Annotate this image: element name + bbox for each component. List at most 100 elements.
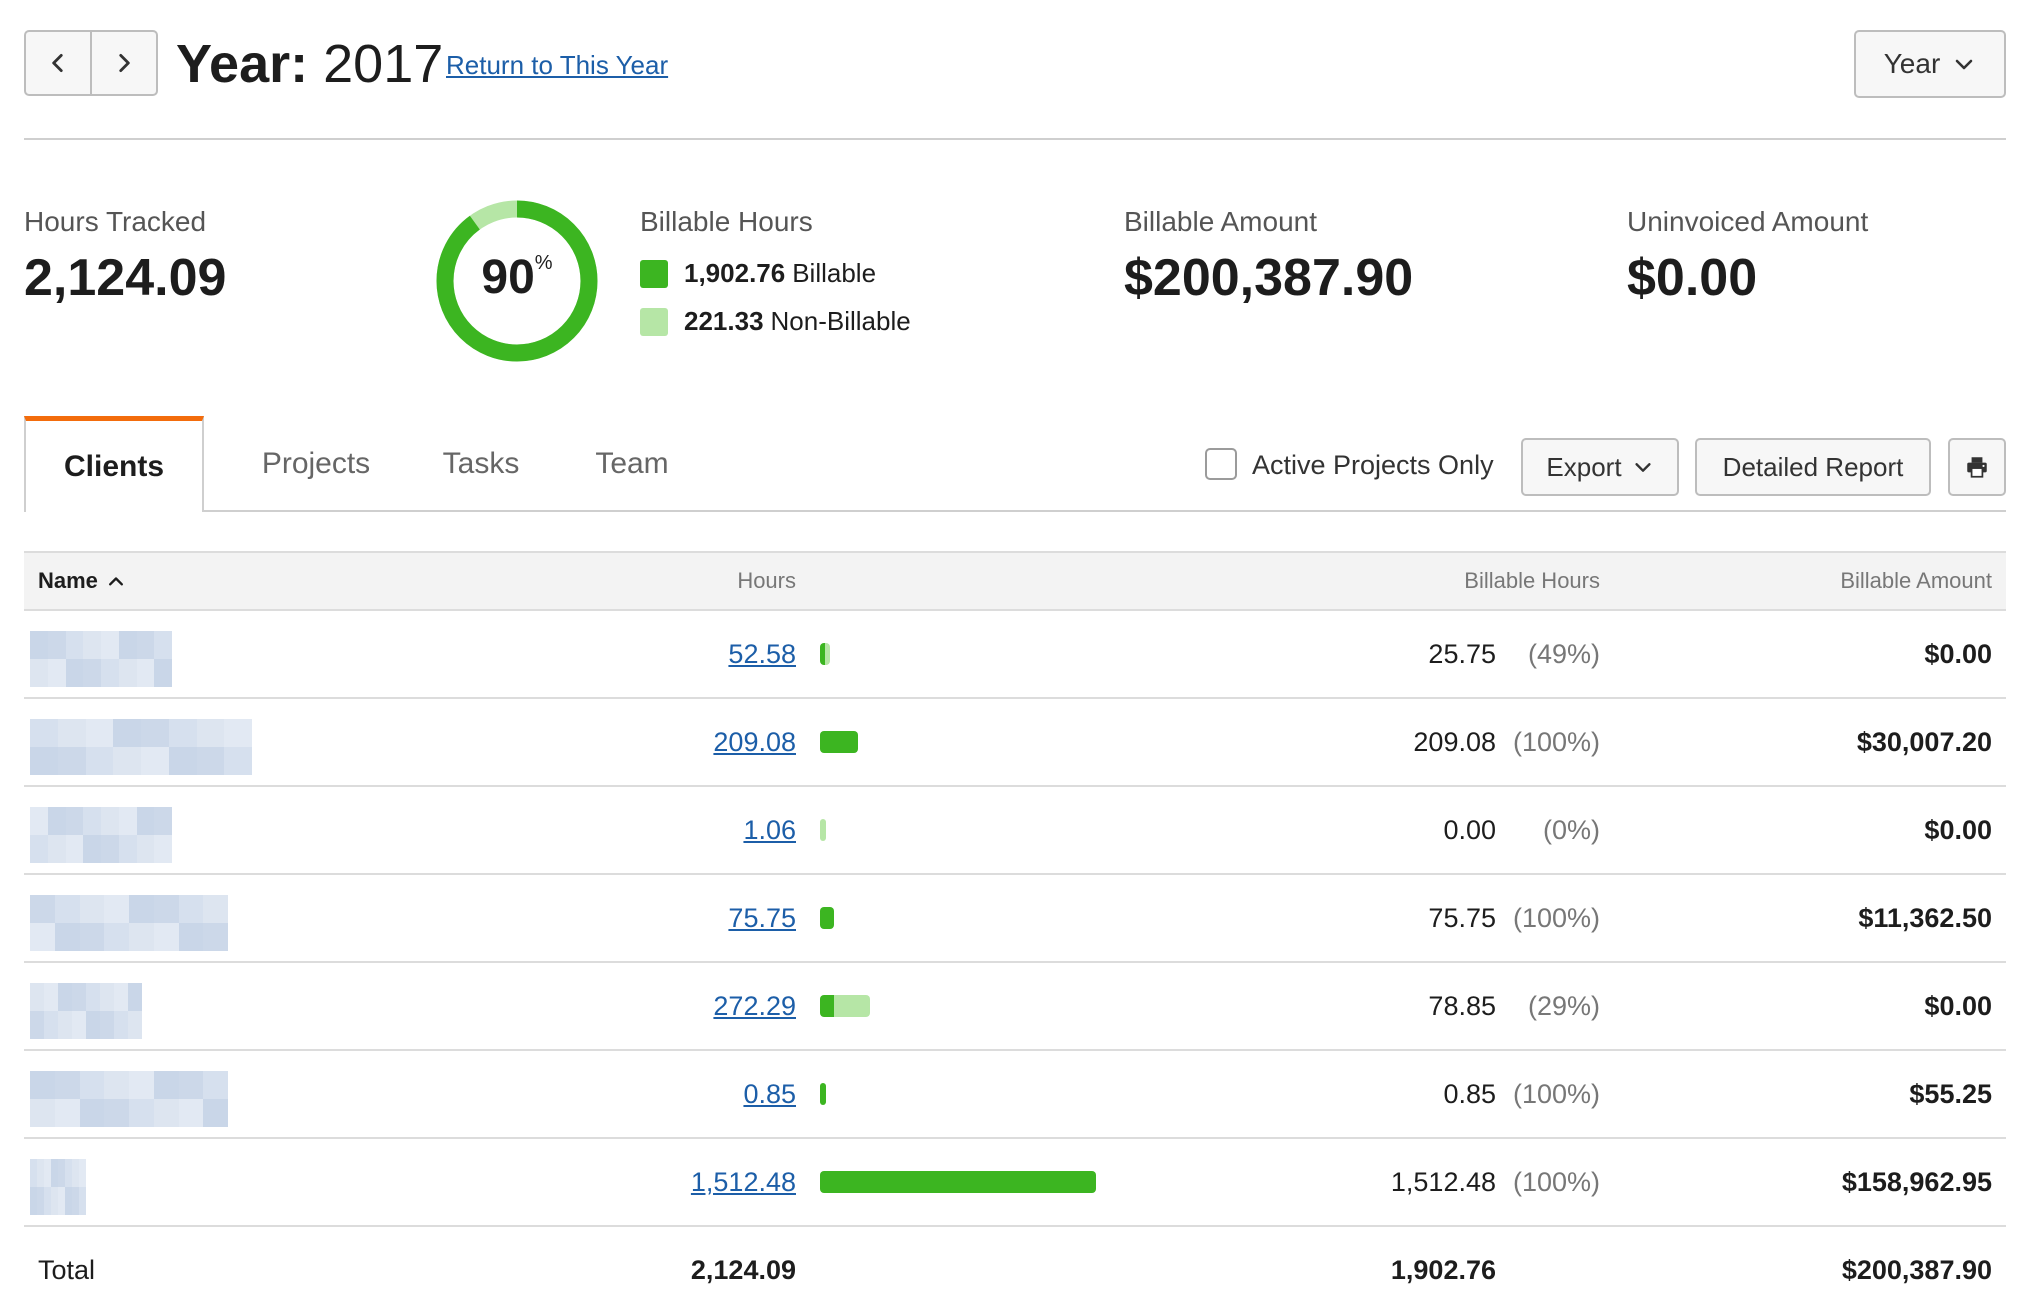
redaction-blur [30,1071,228,1127]
billable-bar-segment [820,1171,1096,1193]
billable-amount-label: Billable Amount [1124,206,1318,237]
billable-amount-value: $200,387.90 [1124,249,1414,307]
period-select[interactable]: Year [1854,30,2006,98]
total-label: Total [38,1255,96,1285]
client-name-redacted[interactable] [30,719,252,775]
hours-link[interactable]: 209.08 [713,727,796,757]
billable-bar-segment [820,731,859,753]
redaction-blur [30,895,228,951]
billable-hours-cell: 1,512.48 [1390,1167,1496,1197]
total-hours: 2,124.09 [690,1255,796,1285]
billable-hours-cell: 78.85 [1428,991,1496,1021]
billable-amount-cell: $158,962.95 [1841,1167,1992,1197]
return-to-this-year-link[interactable]: Return to This Year [446,50,669,80]
table-row: 0.85 0.85 (100%) $55.25 [24,1051,2006,1139]
billable-hours-cell: 75.75 [1428,903,1496,933]
hours-link[interactable]: 1.06 [743,815,796,845]
hours-bar [820,643,830,665]
hours-link[interactable]: 0.85 [743,1079,796,1109]
billable-amount-cell: $11,362.50 [1858,903,1992,933]
client-name-redacted[interactable] [30,1071,252,1127]
billable-hours-cell: 0.85 [1443,1079,1496,1109]
column-name-header[interactable]: Name [38,553,126,609]
previous-period-button[interactable] [26,32,90,94]
detailed-report-label: Detailed Report [1722,451,1904,482]
billable-percent-cell: (0%) [1542,815,1600,845]
tab-clients[interactable]: Clients [24,416,204,512]
tab-tasks[interactable]: Tasks [442,447,520,480]
donut-percent-sign: % [534,252,553,274]
non-billable-text: Non-Billable [770,306,911,336]
export-label: Export [1546,451,1622,482]
redaction-blur [30,719,252,775]
billable-bar-segment [820,995,835,1017]
next-period-button[interactable] [90,32,156,94]
tab-team[interactable]: Team [595,447,669,480]
billable-hours-cell: 0.00 [1443,815,1496,845]
donut-svg [436,200,598,362]
billable-percent-cell: (49%) [1527,639,1600,669]
billable-bar-segment [820,1083,826,1105]
hours-bar [820,907,834,929]
hours-link[interactable]: 52.58 [728,639,796,669]
client-name-redacted[interactable] [30,1159,252,1215]
print-button[interactable] [1948,438,2006,496]
active-projects-label[interactable]: Active Projects Only [1252,450,1494,480]
hours-bar [820,819,826,841]
billable-amount-cell: $0.00 [1924,639,1992,669]
redaction-blur [30,983,142,1039]
redaction-blur [30,807,172,863]
billable-percent-cell: (100%) [1512,1167,1600,1197]
redaction-blur [30,1159,86,1215]
client-name-redacted[interactable] [30,631,252,687]
clients-table: Name Hours Billable Hours Billable Amoun… [24,551,2006,1313]
detailed-report-button[interactable]: Detailed Report [1695,438,1931,496]
uninvoiced-amount-value: $0.00 [1627,249,1758,307]
billable-percent-cell: (100%) [1512,727,1600,757]
billable-percent-cell: (100%) [1512,903,1600,933]
uninvoiced-amount-label: Uninvoiced Amount [1627,206,1869,237]
donut-percent-value: 90 [481,251,535,304]
client-name-redacted[interactable] [30,983,252,1039]
report-header: Year: 2017 Return to This Year Year [24,30,2006,98]
billable-bar-segment [820,643,825,665]
sort-ascending-icon [108,577,123,586]
billable-hours-cell: 25.75 [1428,639,1496,669]
hours-link[interactable]: 1,512.48 [690,1167,796,1197]
period-select-value: Year [1883,48,1941,79]
hours-link[interactable]: 272.29 [713,991,796,1021]
billable-amount-cell: $30,007.20 [1856,727,1992,757]
active-projects-checkbox[interactable] [1205,448,1237,480]
client-name-redacted[interactable] [30,895,252,951]
table-body: 52.58 25.75 (49%) $0.00 209.08 209.08 (100%) $3… [24,611,2006,1227]
billable-percent-cell: (100%) [1512,1079,1600,1109]
column-hours-header[interactable]: Hours [737,568,796,593]
year-value: 2017 [323,34,444,94]
billable-amount-cell: $0.00 [1924,815,1992,845]
non-billable-hours-value: 221.33 [684,306,764,336]
column-billable-amount-header[interactable]: Billable Amount [1840,568,1992,593]
non-billable-bar-segment [824,643,830,665]
tab-projects[interactable]: Projects [261,447,371,480]
export-button[interactable]: Export [1521,438,1679,496]
table-row: 1,512.48 1,512.48 (100%) $158,962.95 [24,1139,2006,1227]
chevron-down-icon [1634,463,1651,472]
hours-link[interactable]: 75.75 [728,903,796,933]
table-row: 75.75 75.75 (100%) $11,362.50 [24,875,2006,963]
total-billable-amount: $200,387.90 [1841,1255,1992,1285]
billable-hours-cell: 209.08 [1413,727,1496,757]
hours-bar [820,731,859,753]
legend-billable: 1,902.76 Billable [640,258,876,289]
table-total-row: Total 2,124.09 1,902.76 $200,387.90 [24,1227,2006,1313]
column-billable-hours-header[interactable]: Billable Hours [1464,568,1600,593]
hours-tracked-value: 2,124.09 [24,249,227,307]
chevron-down-icon [1955,59,1973,70]
table-row: 52.58 25.75 (49%) $0.00 [24,611,2006,699]
billable-donut-chart: 90% [434,198,600,364]
table-row: 1.06 0.00 (0%) $0.00 [24,787,2006,875]
donut-percent: 90% [434,250,600,305]
table-row: 272.29 78.85 (29%) $0.00 [24,963,2006,1051]
billable-hours-value: 1,902.76 [684,258,786,288]
client-name-redacted[interactable] [30,807,252,863]
